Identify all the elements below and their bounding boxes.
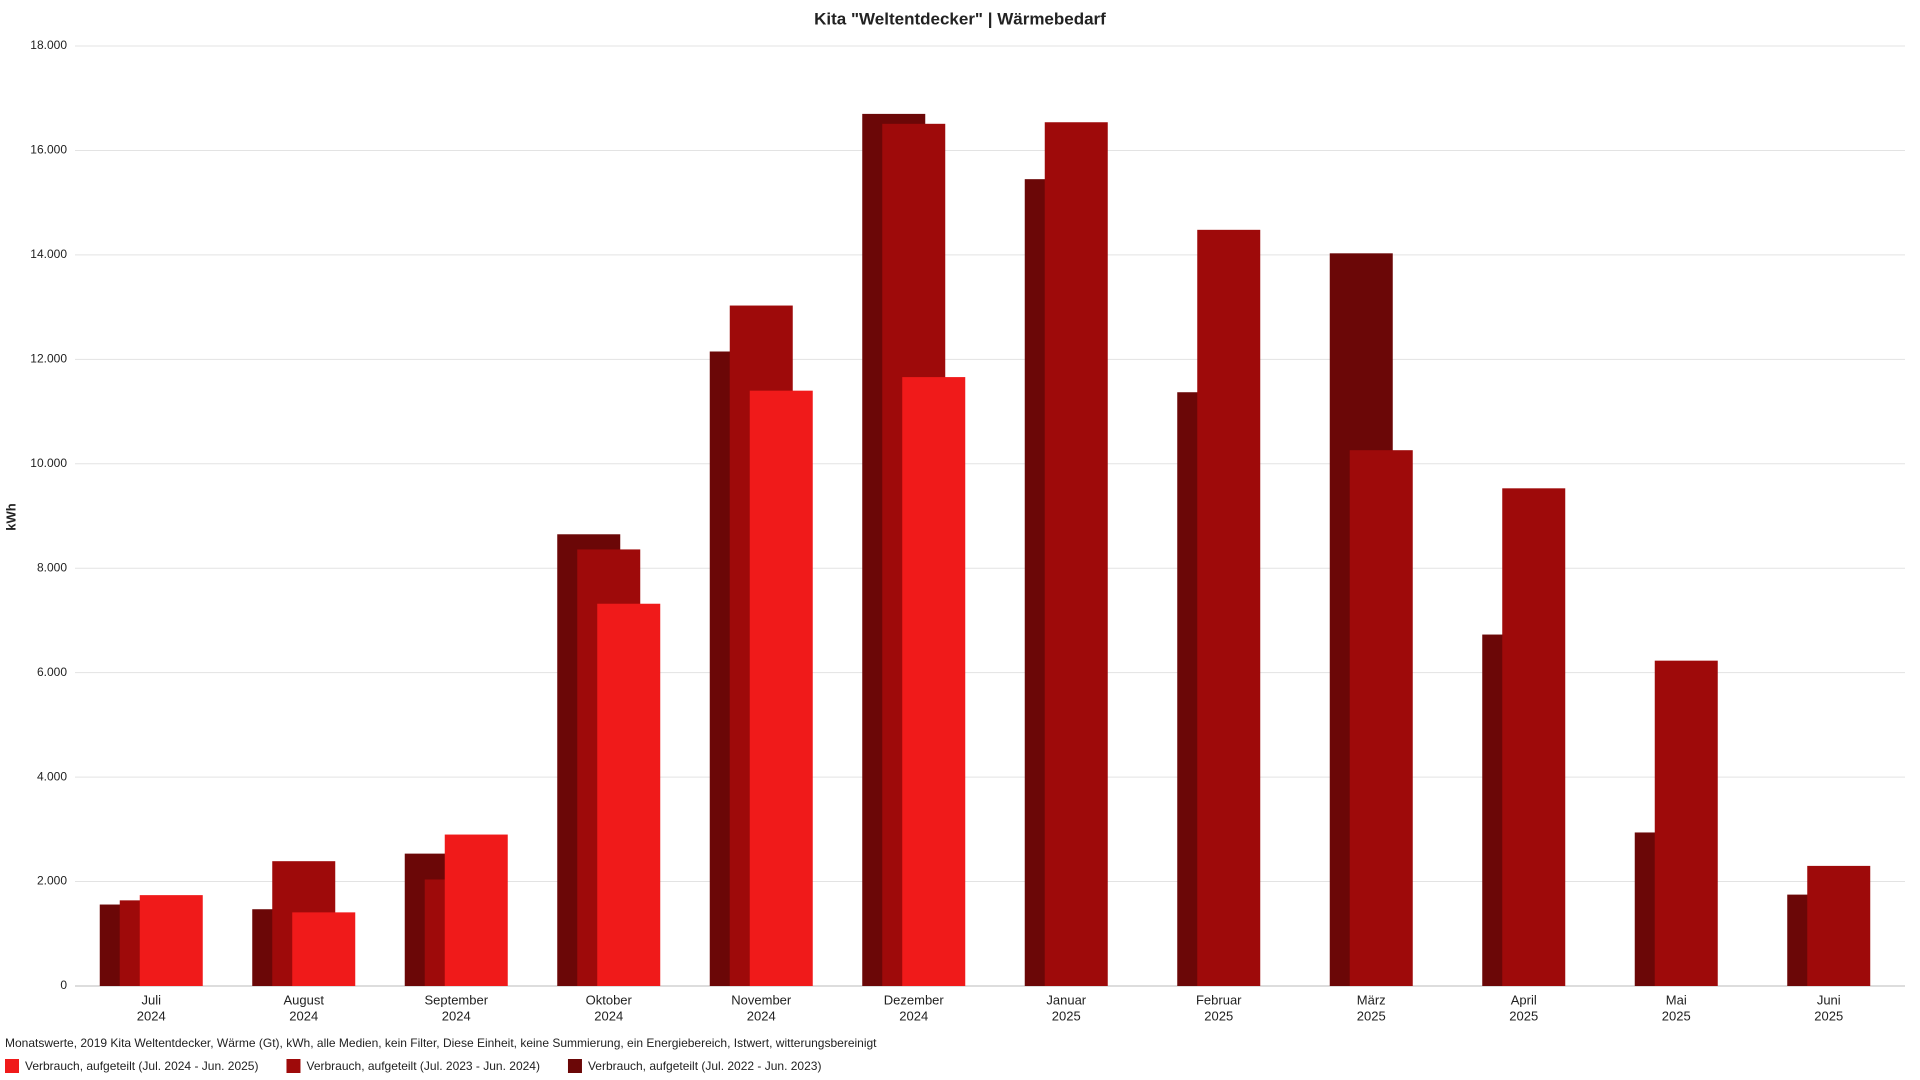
y-tick-label: 4.000 [37, 769, 67, 783]
bar [139, 895, 203, 986]
x-tick-label: August [284, 992, 325, 1007]
x-tick-label: 2024 [594, 1008, 623, 1023]
bar [1807, 865, 1871, 986]
bar [444, 834, 508, 986]
x-tick-label: 2024 [137, 1008, 166, 1023]
y-tick-label: 10.000 [30, 456, 67, 470]
x-tick-label: 2025 [1662, 1008, 1691, 1023]
footnote: Monatswerte, 2019 Kita Weltentdecker, Wä… [5, 1036, 877, 1050]
bar [597, 603, 661, 986]
y-tick-label: 0 [60, 978, 67, 992]
bar [1197, 229, 1261, 987]
x-tick-label: Januar [1046, 992, 1086, 1007]
y-tick-label: 2.000 [37, 874, 67, 888]
x-tick-label: 2025 [1204, 1008, 1233, 1023]
bar [292, 912, 356, 986]
x-tick-label: 2025 [1509, 1008, 1538, 1023]
y-tick-label: 6.000 [37, 665, 67, 679]
y-tick-label: 14.000 [30, 247, 67, 261]
x-tick-label: März [1357, 992, 1386, 1007]
x-tick-label: 2025 [1814, 1008, 1843, 1023]
legend-swatch [5, 1059, 19, 1073]
bar [1654, 660, 1718, 986]
legend-label: Verbrauch, aufgeteilt (Jul. 2024 - Jun. … [25, 1059, 258, 1073]
x-tick-label: Februar [1196, 992, 1242, 1007]
legend-label: Verbrauch, aufgeteilt (Jul. 2023 - Jun. … [306, 1059, 539, 1073]
x-tick-label: 2025 [1357, 1008, 1386, 1023]
legend-label: Verbrauch, aufgeteilt (Jul. 2022 - Jun. … [588, 1059, 821, 1073]
bar [1044, 122, 1108, 986]
bar [1349, 450, 1413, 986]
x-tick-label: Juni [1817, 992, 1841, 1007]
y-axis-label: kWh [3, 503, 18, 531]
x-tick-label: Oktober [586, 992, 633, 1007]
x-tick-label: April [1511, 992, 1537, 1007]
y-tick-label: 8.000 [37, 560, 67, 574]
x-tick-label: Mai [1666, 992, 1687, 1007]
x-tick-label: 2024 [442, 1008, 471, 1023]
x-tick-label: 2024 [289, 1008, 318, 1023]
x-tick-label: 2025 [1052, 1008, 1081, 1023]
x-tick-label: Dezember [884, 992, 945, 1007]
y-tick-label: 12.000 [30, 352, 67, 366]
bar [749, 390, 813, 987]
chart-title: Kita "Weltentdecker" | Wärmebedarf [814, 9, 1106, 28]
bar [902, 377, 966, 987]
x-tick-label: September [424, 992, 488, 1007]
y-tick-label: 16.000 [30, 143, 67, 157]
bar [1502, 488, 1566, 986]
x-tick-label: November [731, 992, 792, 1007]
legend-swatch [567, 1059, 582, 1073]
x-tick-label: 2024 [899, 1008, 928, 1023]
legend-swatch [286, 1059, 301, 1073]
x-tick-label: 2024 [747, 1008, 776, 1023]
y-tick-label: 18.000 [30, 38, 67, 52]
x-tick-label: Juli [141, 992, 161, 1007]
